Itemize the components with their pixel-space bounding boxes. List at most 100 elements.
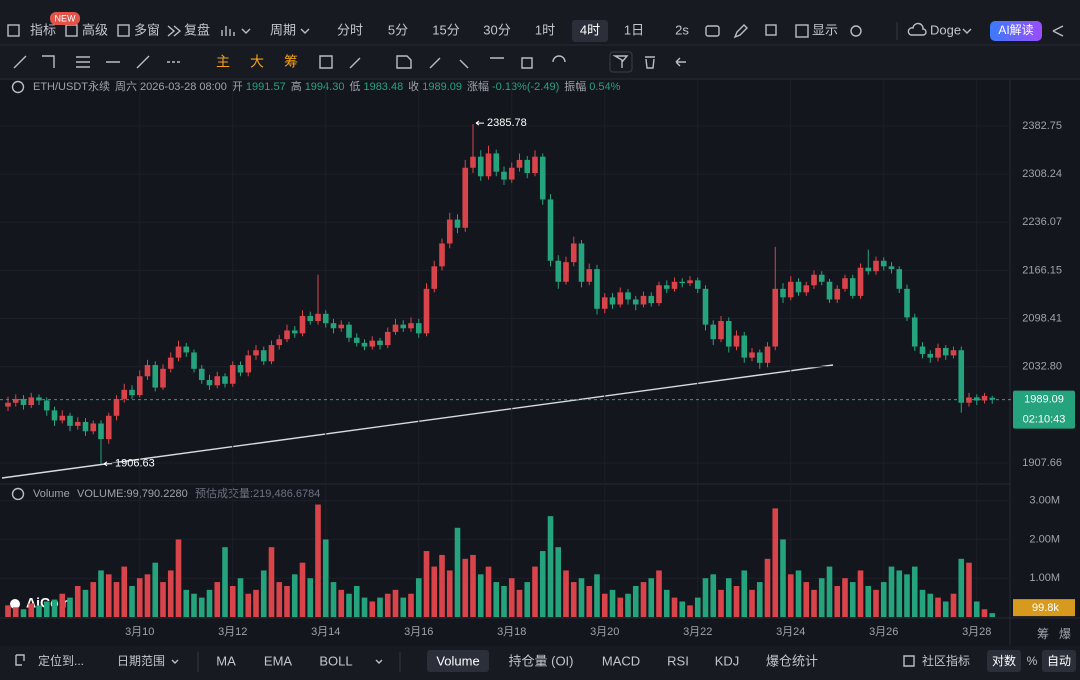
- menu-indicators[interactable]: 指标: [30, 22, 56, 37]
- volume-bar: [191, 593, 197, 617]
- interval[interactable]: 分时: [337, 22, 363, 37]
- community[interactable]: 社区指标: [922, 653, 970, 668]
- indicator-tab[interactable]: Volume: [436, 653, 479, 668]
- side-label[interactable]: 筹: [1037, 627, 1049, 641]
- theme[interactable]: Doge: [930, 22, 961, 37]
- volume-bar: [20, 609, 27, 617]
- info-open-label: 开: [232, 81, 243, 93]
- volume-bar: [28, 603, 35, 617]
- volume-bar: [423, 551, 430, 617]
- indicator-tab[interactable]: KDJ: [715, 653, 740, 668]
- percent-toggle[interactable]: %: [1027, 654, 1038, 668]
- candle-body: [369, 340, 376, 347]
- indicator-tab[interactable]: 持仓量 (OI): [509, 653, 574, 668]
- icon-edit[interactable]: [733, 24, 748, 39]
- volume-bar: [942, 601, 949, 617]
- volume-current-box: [1013, 599, 1075, 617]
- candle-body: [787, 281, 794, 298]
- volume-current-label: 99.8k: [1032, 602, 1059, 614]
- volume-bar: [299, 562, 306, 617]
- candle-body: [392, 324, 399, 332]
- volume-bar: [276, 582, 283, 617]
- selected-indicator-bg: [427, 650, 489, 672]
- volume-bar: [594, 574, 600, 617]
- candle-body: [973, 397, 980, 401]
- x-tick-label: 3月12: [218, 626, 247, 638]
- interval[interactable]: 1日: [624, 22, 644, 37]
- collapse[interactable]: [11, 80, 25, 94]
- candle-body: [268, 345, 275, 362]
- interval[interactable]: 5分: [388, 22, 408, 37]
- volume-bar: [346, 593, 352, 617]
- interval[interactable]: 15分: [432, 22, 459, 37]
- volume-bar: [59, 593, 66, 617]
- menu-advanced[interactable]: 高级: [82, 22, 108, 37]
- volume-bar: [315, 504, 321, 617]
- volume-bar: [849, 582, 856, 617]
- date-range[interactable]: 日期范围: [117, 654, 165, 668]
- y-tick-label: 2308.24: [1022, 168, 1062, 180]
- volume-bar: [51, 599, 58, 617]
- volume-bar: [725, 578, 732, 617]
- x-tick-label: 3月16: [404, 626, 433, 638]
- icon[interactable]: [795, 24, 809, 38]
- volume-bar: [446, 570, 453, 617]
- toolbar-bg: [0, 0, 1080, 80]
- interval[interactable]: 1时: [535, 22, 555, 37]
- trendline[interactable]: [1, 364, 834, 479]
- chip-label[interactable]: 筹: [284, 54, 298, 70]
- volume-bar: [485, 566, 492, 617]
- icon-camera[interactable]: [705, 25, 720, 37]
- volume-bar: [865, 585, 872, 617]
- indicator-tab[interactable]: BOLL: [319, 653, 352, 668]
- candle-body: [338, 324, 345, 329]
- chip-label[interactable]: 大: [250, 54, 264, 70]
- volume-bar: [470, 554, 476, 617]
- volume-bar: [888, 566, 895, 617]
- candle-body: [82, 421, 89, 432]
- candle-body: [330, 323, 337, 329]
- side-label[interactable]: 爆: [1059, 627, 1071, 641]
- candle-body: [160, 368, 166, 388]
- collapse[interactable]: [11, 487, 25, 501]
- speed[interactable]: 2s: [675, 22, 689, 37]
- interval[interactable]: 30分: [483, 22, 510, 37]
- candle-body: [601, 297, 608, 309]
- volume-bar: [640, 582, 647, 617]
- candle-body: [446, 219, 453, 244]
- icon-settings[interactable]: [850, 25, 862, 37]
- drawing-tools[interactable]: [319, 55, 686, 69]
- drawing-tools[interactable]: [13, 55, 180, 69]
- volume-bar: [384, 593, 391, 617]
- indicator-tab[interactable]: MACD: [602, 653, 640, 668]
- menu-period[interactable]: 周期: [270, 22, 296, 37]
- volume-bar: [516, 589, 523, 617]
- menu-replay[interactable]: 复盘: [184, 22, 210, 37]
- volume-bar: [129, 585, 135, 617]
- ai-button[interactable]: [990, 21, 1042, 41]
- candle-body: [896, 269, 903, 289]
- interval[interactable]: 4时: [580, 22, 600, 37]
- selected-interval-bg: [572, 20, 608, 42]
- volume-bar: [617, 597, 624, 617]
- icon[interactable]: [765, 24, 777, 36]
- candle-body: [175, 346, 182, 358]
- icon-share[interactable]: [1052, 25, 1064, 37]
- ai-label[interactable]: AI解读: [998, 23, 1033, 37]
- volume-bar: [842, 578, 848, 617]
- candle-body: [377, 340, 383, 346]
- auto-toggle[interactable]: 自动: [1047, 654, 1071, 668]
- candle-body: [291, 330, 298, 334]
- volume-bar: [361, 597, 368, 617]
- locate[interactable]: 定位到...: [38, 653, 84, 668]
- chip-label[interactable]: 主: [216, 54, 230, 70]
- indicator-tab[interactable]: RSI: [667, 653, 689, 668]
- display[interactable]: 显示: [812, 22, 838, 37]
- indicator-tab[interactable]: EMA: [264, 653, 293, 668]
- indicator-tab[interactable]: MA: [216, 653, 236, 668]
- x-tick-label: 3月26: [869, 626, 898, 638]
- menu-multi-window[interactable]: 多窗: [134, 22, 160, 37]
- log-toggle[interactable]: 对数: [992, 653, 1016, 668]
- indicator-tab[interactable]: 爆仓统计: [766, 653, 818, 668]
